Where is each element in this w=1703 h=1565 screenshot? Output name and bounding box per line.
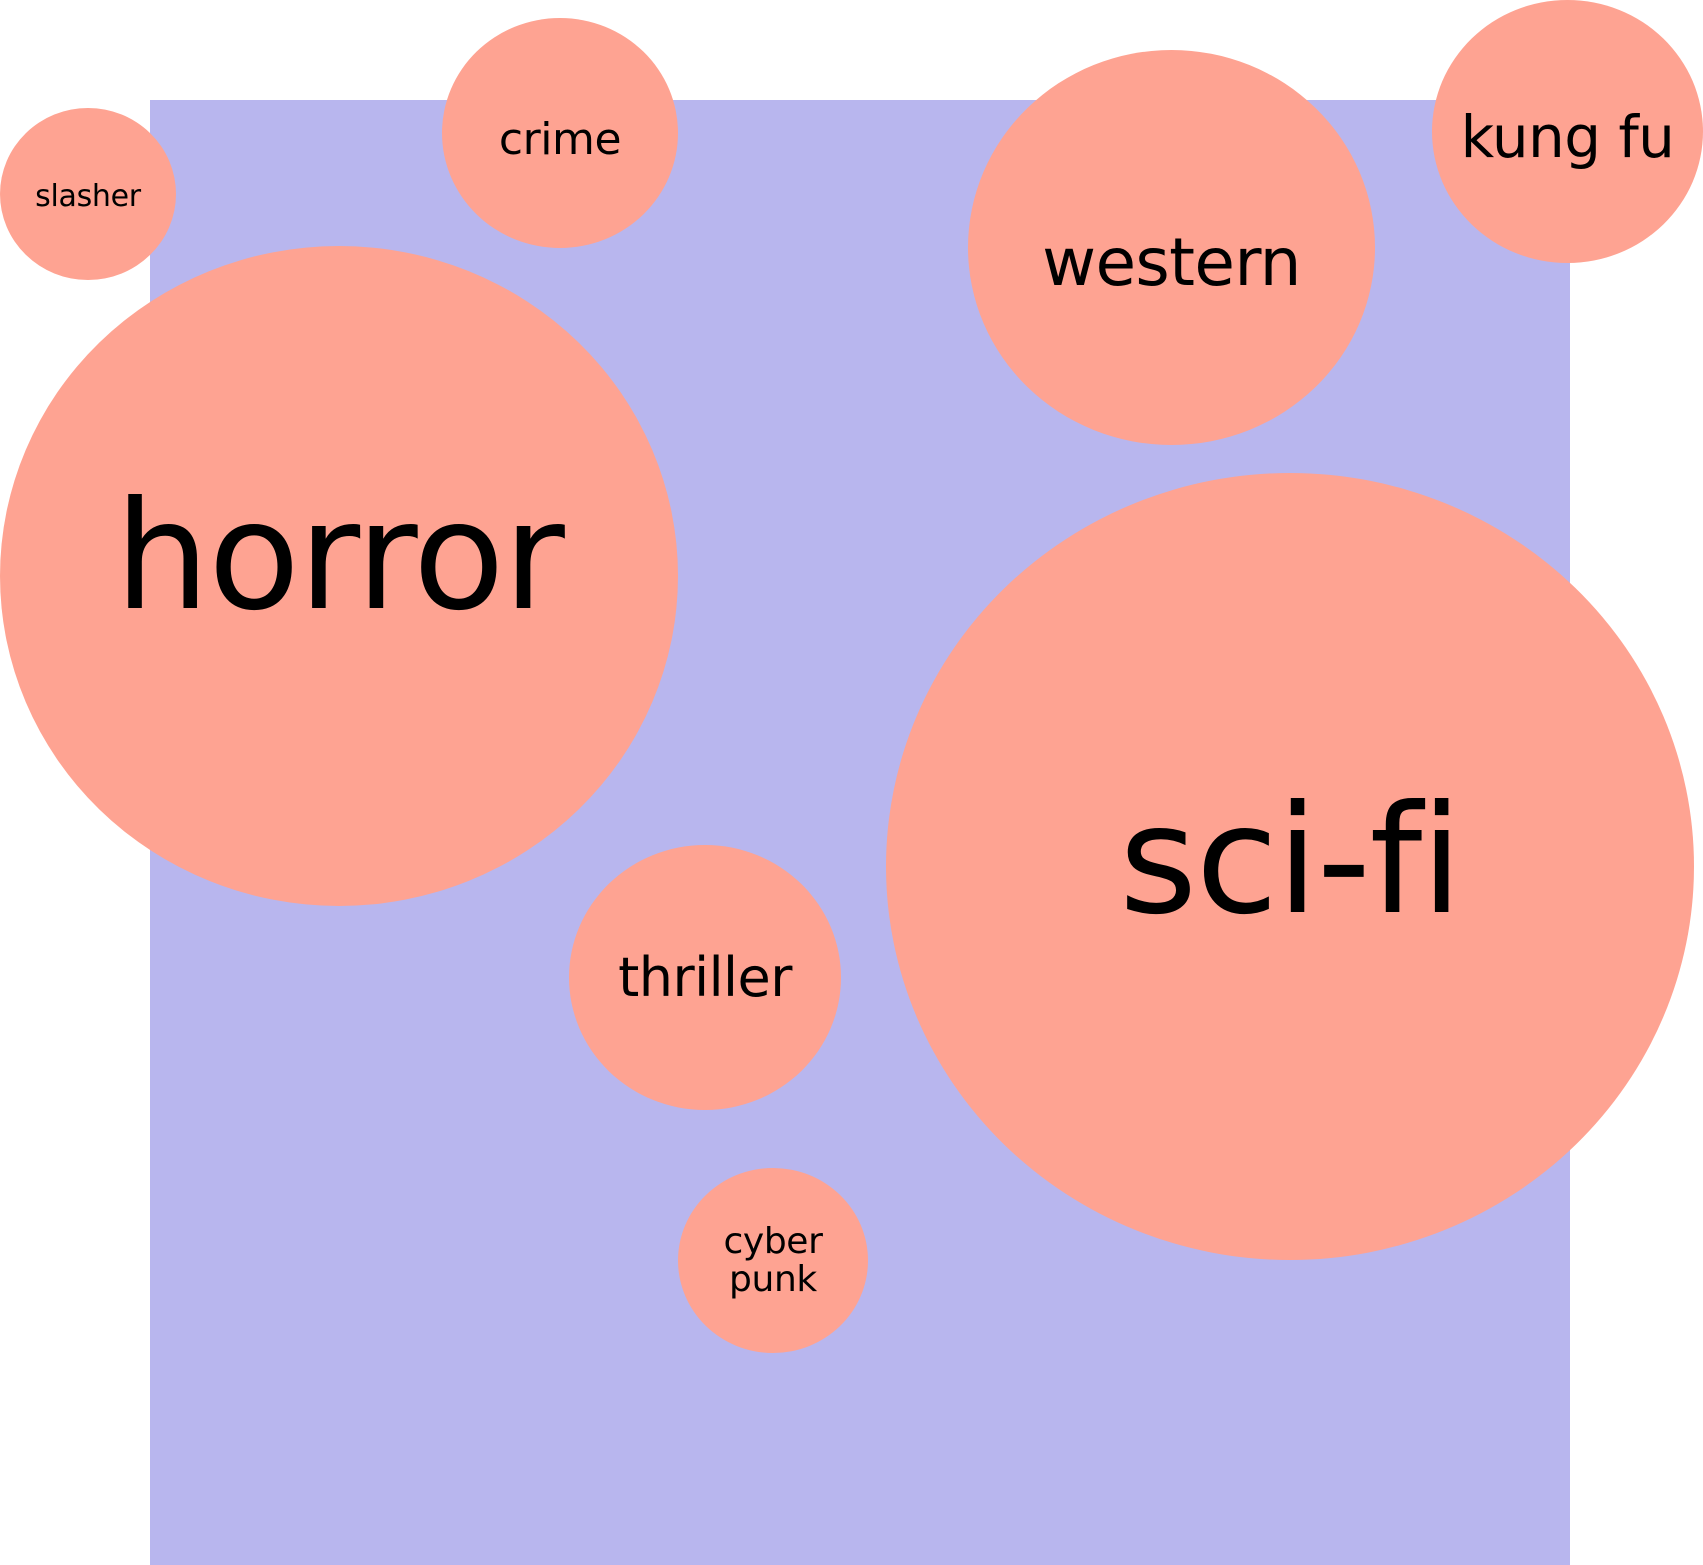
- bubble-label-kung-fu: kung fu: [1460, 103, 1675, 172]
- bubble-label-slasher: slasher: [35, 179, 141, 215]
- bubble-label-horror: horror: [114, 470, 565, 645]
- bubble-thriller: thriller: [569, 845, 841, 1110]
- bubble-slasher: slasher: [0, 108, 176, 280]
- bubble-cyber-punk: cyber punk: [678, 1168, 868, 1353]
- bubble-label-cyber-punk: cyber punk: [723, 1220, 823, 1300]
- bubble-label-crime: crime: [498, 113, 622, 165]
- bubble-western: western: [968, 50, 1375, 445]
- bubble-crime: crime: [442, 18, 678, 248]
- bubble-label-sci-fi: sci-fi: [1119, 773, 1462, 948]
- bubble-label-thriller: thriller: [618, 946, 792, 1010]
- bubble-sci-fi: sci-fi: [886, 473, 1694, 1260]
- bubble-kung-fu: kung fu: [1432, 0, 1703, 263]
- bubble-horror: horror: [0, 246, 678, 906]
- bubble-label-western: western: [1042, 223, 1301, 301]
